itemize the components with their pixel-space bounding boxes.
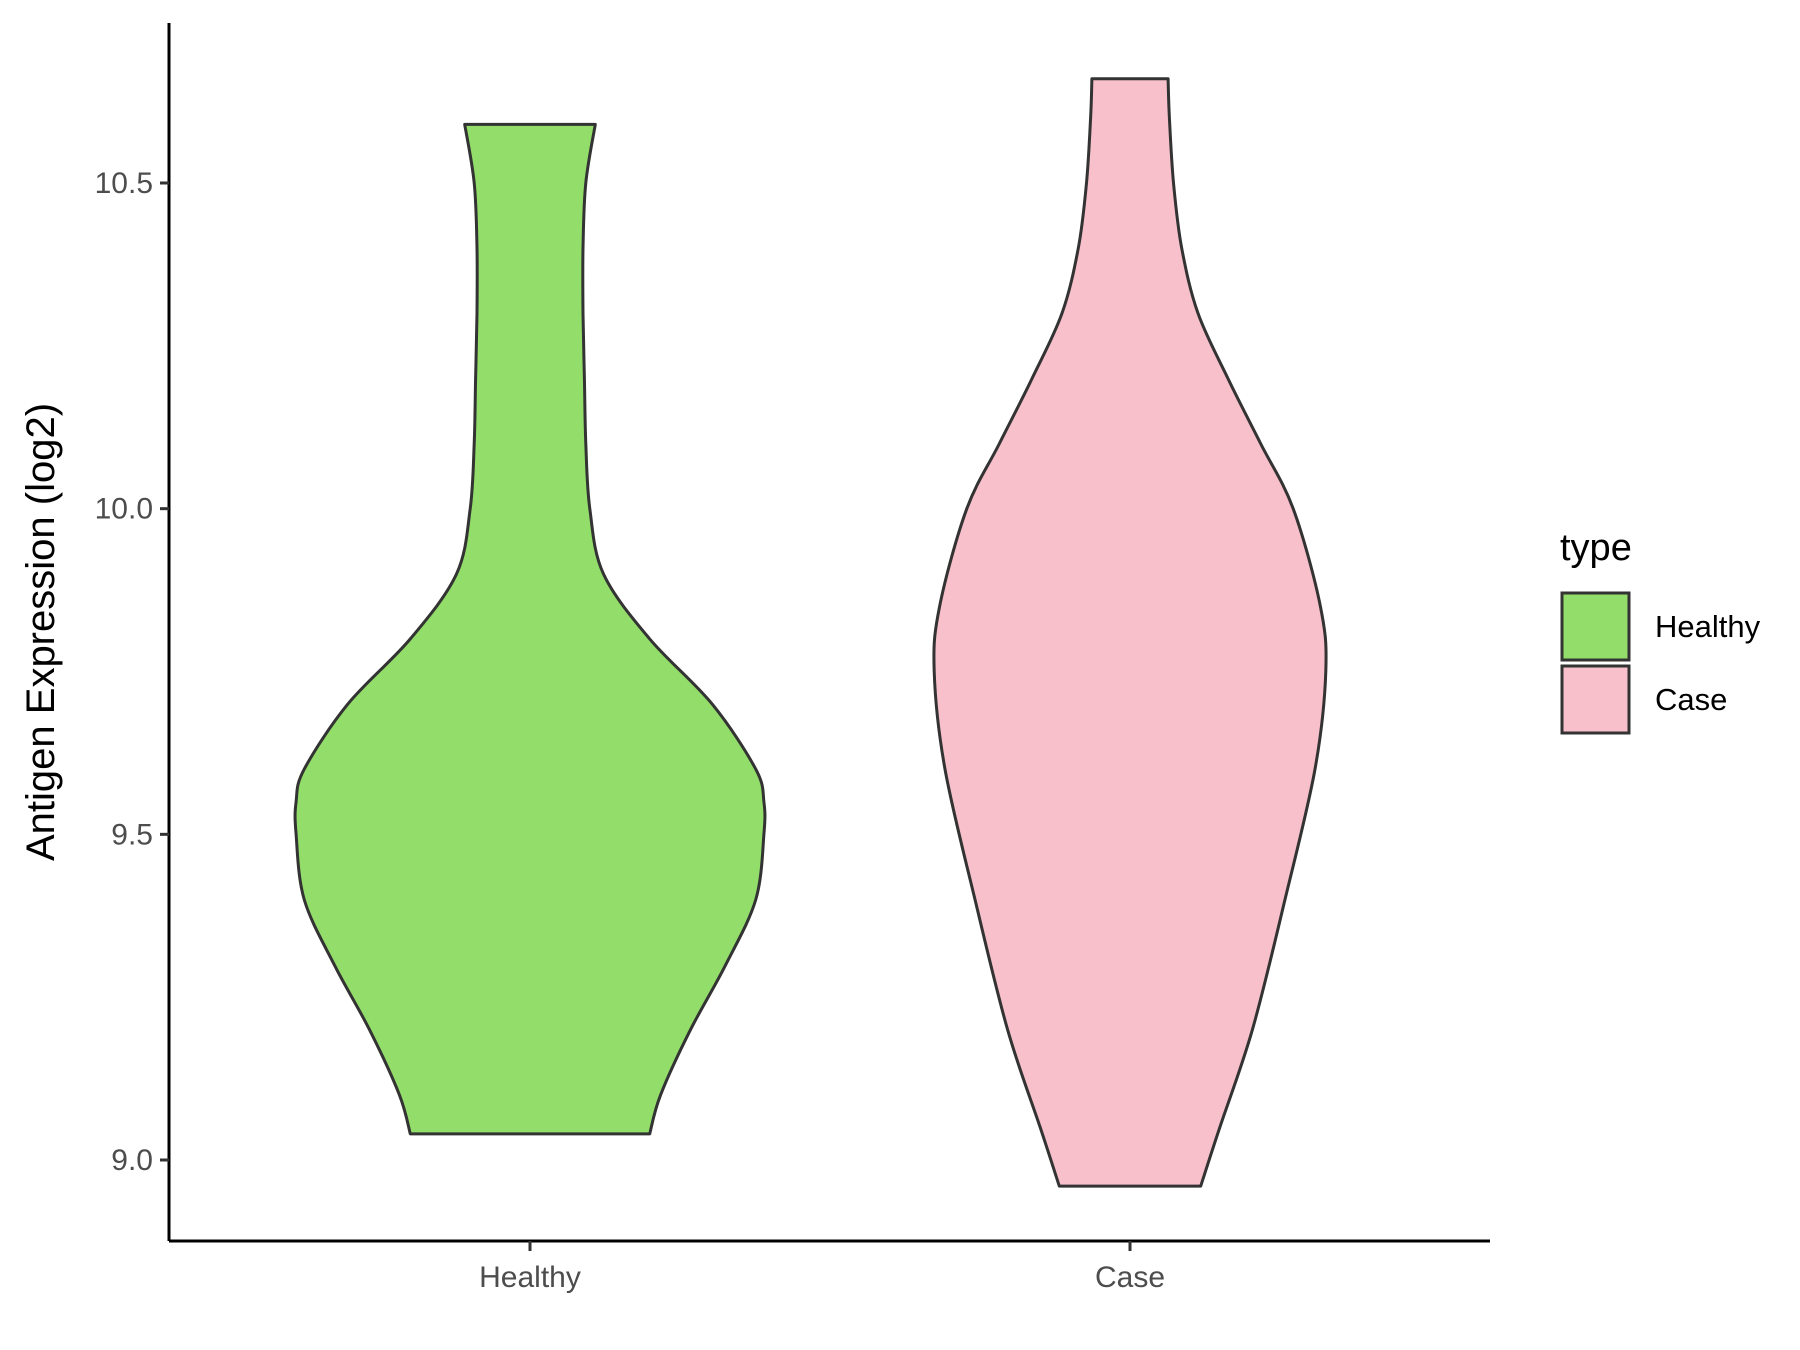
y-ticks: 9.0 9.5 10.0 10.5 xyxy=(95,167,169,1177)
axes-layer xyxy=(167,23,1490,1243)
x-tick-label: Healthy xyxy=(479,1261,581,1294)
y-axis-title: Antigen Expression (log2) xyxy=(19,403,63,861)
legend-title: type xyxy=(1560,527,1632,569)
legend-label-healthy: Healthy xyxy=(1655,609,1761,644)
y-tick-label: 9.0 xyxy=(111,1144,153,1177)
legend: type Healthy Case xyxy=(1560,527,1761,735)
x-tick-label: Case xyxy=(1095,1261,1165,1294)
y-tick-label: 10.0 xyxy=(95,493,153,526)
x-ticks: Healthy Case xyxy=(479,1241,1165,1294)
legend-entries: Healthy Case xyxy=(1560,591,1761,735)
violin-case xyxy=(932,77,1328,1188)
y-tick-label: 10.5 xyxy=(95,167,153,200)
violins-layer xyxy=(293,77,1328,1188)
legend-swatch-healthy xyxy=(1560,591,1631,662)
y-tick-label: 9.5 xyxy=(111,818,153,851)
legend-swatch-case xyxy=(1560,664,1631,735)
violin-healthy xyxy=(293,122,767,1136)
legend-label-case: Case xyxy=(1655,682,1727,717)
